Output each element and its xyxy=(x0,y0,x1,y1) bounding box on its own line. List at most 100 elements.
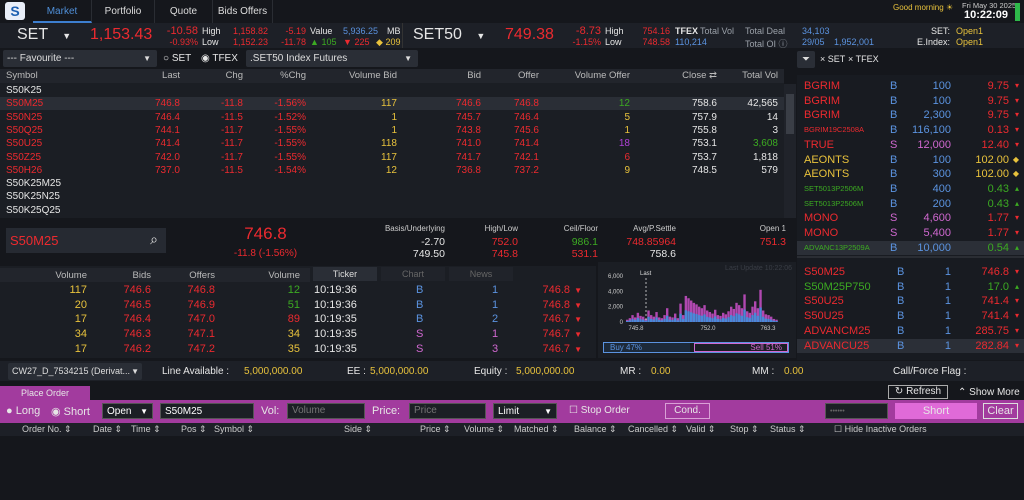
cond-button[interactable]: Cond. xyxy=(665,403,710,419)
header-stop[interactable]: Stop ⇕ xyxy=(730,424,759,434)
tab-quote[interactable]: Quote xyxy=(155,0,213,23)
feed-row[interactable]: AEONTS B 100 102.00 ◆ xyxy=(797,153,1024,168)
watchlist-row[interactable]: S50U25 741.4 -11.7 -1.55% 118 741.0 741.4 18 753… xyxy=(0,137,784,150)
feed-row[interactable]: S50U25 B 1 741.4 ▾ xyxy=(797,294,1024,309)
feed-row[interactable]: AEONTS B 300 102.00 ◆ xyxy=(797,167,1024,182)
watchlist-scrollbar[interactable] xyxy=(784,84,796,218)
tab-ticker[interactable]: Ticker xyxy=(313,267,377,281)
chip-tfex[interactable]: × TFEX xyxy=(848,54,879,64)
header-offer[interactable]: Offer xyxy=(518,70,539,81)
feed-row[interactable]: SET5013P2506M B 400 0.43 ▴ xyxy=(797,182,1024,197)
header-close[interactable]: Close ⇄ xyxy=(682,70,717,81)
offer-volume[interactable]: 12 xyxy=(287,284,300,296)
bid-price[interactable]: 746.4 xyxy=(123,313,151,326)
scrollbar-thumb[interactable] xyxy=(786,94,794,134)
feed-row[interactable]: BGRIM B 100 9.75 ▾ xyxy=(797,79,1024,94)
header-time[interactable]: Time ⇕ xyxy=(131,424,161,434)
clear-button[interactable]: Clear xyxy=(983,403,1018,419)
watchlist-row[interactable]: S50K25Q25 xyxy=(0,204,784,217)
account-select[interactable]: CW27_D_7534215 (Derivat... ▼ xyxy=(8,363,142,380)
chip-set[interactable]: × SET xyxy=(820,54,846,64)
tab-place-order[interactable]: Place Order xyxy=(0,386,90,400)
feed-row[interactable]: BGRIM19C2508A B 116,100 0.13 ▾ xyxy=(797,123,1024,138)
header--chg[interactable]: %Chg xyxy=(280,70,306,81)
feed-row[interactable]: ADVANC13P2509A B 10,000 0.54 ▴ xyxy=(797,240,1024,256)
watchlist-row[interactable]: S50Q25 744.1 -11.7 -1.55% 1 743.8 745.6 1 755.8 3 xyxy=(0,124,784,137)
offer-price[interactable]: 747.1 xyxy=(187,328,215,341)
header-status[interactable]: Status ⇕ xyxy=(770,424,806,434)
bid-price[interactable]: 746.6 xyxy=(123,284,151,296)
header-volume-bid[interactable]: Volume Bid xyxy=(348,70,397,81)
feed-row[interactable]: S50U25 B 1 741.4 ▾ xyxy=(797,309,1024,324)
search-icon[interactable]: ⌕ xyxy=(150,231,158,247)
header-side[interactable]: Side ⇕ xyxy=(344,424,373,434)
radio-tfex[interactable]: ◉ TFEX xyxy=(201,53,238,64)
set50-select[interactable]: SET50 ▼ xyxy=(413,26,485,44)
tab-news[interactable]: News xyxy=(449,267,513,281)
header-volume[interactable]: Volume ⇕ xyxy=(464,424,505,434)
feed-row[interactable]: S50M25P750 B 1 17.0 ▴ xyxy=(797,280,1024,295)
feed-row[interactable]: SET5013P2506M B 200 0.43 ▴ xyxy=(797,197,1024,212)
offer-price[interactable]: 747.0 xyxy=(187,313,215,326)
short-submit-button[interactable]: Short xyxy=(895,403,977,419)
header-matched[interactable]: Matched ⇕ xyxy=(514,424,559,434)
radio-long[interactable]: ● Long xyxy=(6,405,40,417)
header-last[interactable]: Last xyxy=(162,70,180,81)
tab-portfolio[interactable]: Portfolio xyxy=(92,0,155,23)
offer-volume[interactable]: 51 xyxy=(287,298,300,311)
price-input[interactable] xyxy=(409,403,486,419)
radio-short[interactable]: ◉ Short xyxy=(51,405,90,418)
bid-volume[interactable]: 17 xyxy=(74,342,87,355)
bid-price[interactable]: 746.5 xyxy=(123,298,151,311)
bid-volume[interactable]: 117 xyxy=(69,284,87,296)
favourite-select[interactable]: --- Favourite --- ▼ xyxy=(3,50,157,67)
bid-volume[interactable]: 20 xyxy=(74,298,87,311)
bid-volume[interactable]: 17 xyxy=(74,313,87,326)
pin-input[interactable]: •••••• xyxy=(825,403,888,419)
header-bid[interactable]: Bid xyxy=(467,70,481,81)
symbol-input[interactable]: S50M25 xyxy=(160,403,254,419)
refresh-button[interactable]: ↻ Refresh xyxy=(888,385,948,399)
watchlist-row[interactable]: S50M25 746.8 -11.8 -1.56% 117 746.6 746.8 12 758… xyxy=(0,97,784,111)
tab-chart[interactable]: Chart xyxy=(381,267,445,281)
info-icon[interactable]: ⓘ xyxy=(778,39,788,49)
position-select[interactable]: Open ▼ xyxy=(102,403,153,419)
offer-volume[interactable]: 89 xyxy=(287,313,300,326)
offer-price[interactable]: 746.8 xyxy=(187,284,215,296)
market-select[interactable]: .SET50 Index Futures ▼ xyxy=(246,50,418,67)
feed-row[interactable]: ADVANCM25 B 1 285.75 ▾ xyxy=(797,324,1024,339)
bid-volume[interactable]: 34 xyxy=(74,328,87,341)
watchlist-row[interactable]: S50K25N25 xyxy=(0,190,784,203)
radio-set[interactable]: ○ SET xyxy=(163,53,191,64)
offer-volume[interactable]: 35 xyxy=(287,342,300,355)
header-cancelled[interactable]: Cancelled ⇕ xyxy=(628,424,679,434)
watchlist-row[interactable]: S50Z25 742.0 -11.7 -1.55% 117 741.7 742.1 6 753.… xyxy=(0,151,784,164)
watchlist-row[interactable]: S50K25 xyxy=(0,84,784,97)
feed-row[interactable]: BGRIM B 2,300 9.75 ▾ xyxy=(797,108,1024,123)
header-balance[interactable]: Balance ⇕ xyxy=(574,424,617,434)
watchlist-row[interactable]: S50N25 746.4 -11.5 -1.52% 1 745.7 746.4 5 757.9 1… xyxy=(0,111,784,124)
hide-inactive-checkbox[interactable]: ☐ Hide Inactive Orders xyxy=(834,424,927,434)
symbol-search[interactable]: S50M25 ⌕ xyxy=(6,228,166,253)
filter-icon[interactable]: ⏷ xyxy=(797,51,815,68)
header-symbol[interactable]: Symbol xyxy=(6,70,38,81)
feed-row[interactable]: MONO S 5,400 1.77 ▾ xyxy=(797,226,1024,241)
volume-input[interactable] xyxy=(287,403,365,419)
watchlist-row[interactable]: S50K25M25 xyxy=(0,177,784,190)
feed-row[interactable]: MONO S 4,600 1.77 ▾ xyxy=(797,211,1024,226)
tab-bids-offers[interactable]: Bids Offers xyxy=(213,0,273,23)
header-date[interactable]: Date ⇕ xyxy=(93,424,123,434)
header-valid[interactable]: Valid ⇕ xyxy=(686,424,716,434)
feed-row[interactable]: BGRIM B 100 9.75 ▾ xyxy=(797,94,1024,109)
header-price[interactable]: Price ⇕ xyxy=(420,424,451,434)
feed-row[interactable]: ADVANCU25 B 1 282.84 ▾ xyxy=(797,338,1024,354)
order-type-select[interactable]: Limit ▼ xyxy=(493,403,557,419)
watchlist-row[interactable]: S50H26 737.0 -11.5 -1.54% 12 736.8 737.2 9 748.5… xyxy=(0,164,784,177)
offer-price[interactable]: 746.9 xyxy=(187,298,215,311)
show-more-button[interactable]: ⌃ Show More xyxy=(958,387,1020,398)
header-volume-offer[interactable]: Volume Offer xyxy=(574,70,630,81)
bid-price[interactable]: 746.3 xyxy=(123,328,151,341)
tab-market[interactable]: Market xyxy=(33,0,92,23)
feed-row[interactable]: S50M25 B 1 746.8 ▾ xyxy=(797,265,1024,280)
offer-volume[interactable]: 34 xyxy=(287,328,300,341)
